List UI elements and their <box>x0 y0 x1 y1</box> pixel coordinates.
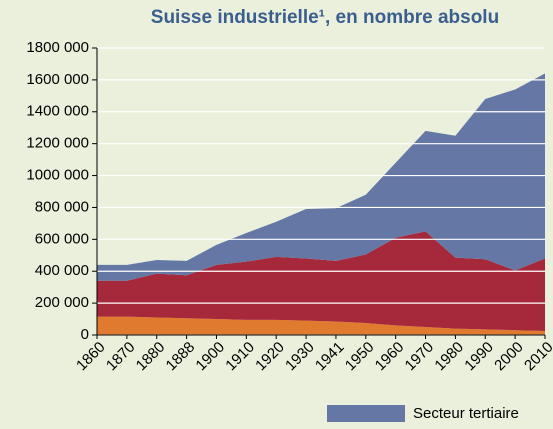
x-tick-label: 2010 <box>521 339 553 375</box>
x-tick-label: 1888 <box>163 339 199 375</box>
area <box>97 231 545 332</box>
x-tick-label: 1910 <box>222 339 258 375</box>
x-tick-label: 1950 <box>342 339 378 375</box>
x-tick-label: 1980 <box>431 339 467 375</box>
x-tick-label: 1870 <box>103 339 139 375</box>
x-tick-label: 1880 <box>133 339 169 375</box>
x-tick-label: 1930 <box>282 339 318 375</box>
y-tick-label: 800 000 <box>35 198 89 215</box>
y-tick-label: 600 000 <box>35 230 89 247</box>
chart-title: Suisse industrielle¹, en nombre absolu <box>151 7 499 28</box>
y-tick-label: 0 <box>81 326 89 343</box>
legend-swatch <box>327 405 405 422</box>
y-tick-label: 1800 000 <box>26 39 89 56</box>
x-tick-label: 1990 <box>461 339 497 375</box>
y-tick-label: 1400 000 <box>26 103 89 120</box>
x-tick-label: 1920 <box>252 339 288 375</box>
legend-label: Secteur tertiaire <box>413 405 519 422</box>
x-tick-label: 1960 <box>372 339 408 375</box>
area <box>97 73 545 281</box>
area <box>97 316 545 335</box>
y-tick-label: 1200 000 <box>26 135 89 152</box>
x-tick-label: 1860 <box>73 339 109 375</box>
x-tick-label: 1900 <box>192 339 228 375</box>
y-tick-label: 1600 000 <box>26 71 89 88</box>
y-tick-label: 400 000 <box>35 262 89 279</box>
y-tick-label: 1000 000 <box>26 167 89 184</box>
x-tick-label: 2000 <box>491 339 527 375</box>
x-tick-label: 1941 <box>312 339 348 375</box>
y-tick-label: 200 000 <box>35 294 89 311</box>
x-tick-label: 1970 <box>402 339 438 375</box>
